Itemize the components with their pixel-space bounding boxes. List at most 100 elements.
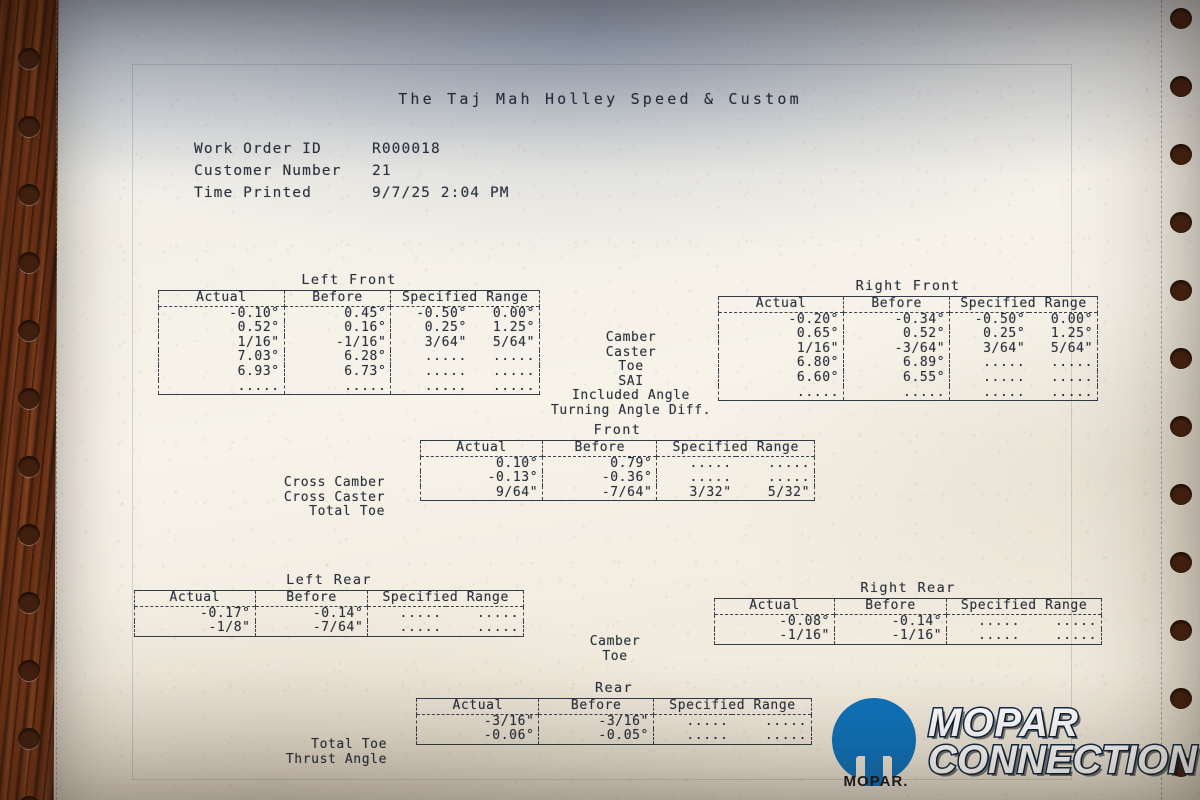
table-row: -0.13° -0.36°.......... [419, 471, 815, 486]
mopar-connection-lockup: MOPAR CONNECTION [927, 701, 1199, 782]
front-row-label-0: Camber [605, 330, 657, 345]
table-row: 0.52° 0.16° 0.25° 1.25° [158, 320, 540, 336]
cell-spec-max: 5/64" [1029, 341, 1099, 357]
cell-before: ..... [843, 385, 951, 401]
cell-actual: -0.13° [419, 471, 544, 486]
cell-actual: -1/8" [134, 620, 256, 637]
table-row: -0.20° -0.34° -0.50° 0.00° [717, 312, 1099, 328]
cell-actual: 0.65° [717, 327, 845, 342]
table-row: .................... [717, 384, 1099, 401]
time-printed-label: Time Printed [194, 185, 312, 201]
cell-spec-min: 0.25° [424, 320, 467, 336]
watermark-line-1: MOPAR [927, 701, 1080, 746]
rear-row-label-0: Camber [589, 634, 641, 649]
sprocket-hole [18, 592, 40, 613]
shop-name: The Taj Mah Holley Speed & Custom [398, 90, 802, 108]
cell-before: -3/64" [843, 341, 951, 357]
cell-before: -7/64" [255, 620, 369, 637]
rear-row-label-list: Camber Toe [535, 634, 695, 664]
front-summary-label-2: Total Toe [309, 504, 385, 520]
cell-spec-max: ..... [735, 456, 815, 472]
cell-spec-min: ..... [689, 455, 732, 471]
sprocket-holes-right [1170, 0, 1194, 800]
cell-actual: 1/16" [717, 341, 845, 357]
mopar-wordmark: MOPAR. [843, 773, 909, 790]
customer-number-label: Customer Number [194, 163, 342, 179]
cell-actual: -0.20° [717, 312, 845, 328]
cell-actual: 6.80° [717, 356, 845, 371]
lr-col-actual: Actual [134, 590, 256, 607]
cell-spec-max: 1.25° [1029, 327, 1099, 342]
cell-spec-min: ..... [424, 349, 467, 365]
table-row: -3/16" -3/16".......... [415, 714, 813, 730]
lf-col-before: Before [284, 290, 392, 307]
sprocket-hole [18, 252, 40, 273]
rf-col-before: Before [843, 296, 951, 313]
cell-spec-min: ..... [983, 384, 1026, 400]
sprocket-hole [1170, 212, 1192, 233]
sprocket-hole [1170, 8, 1192, 29]
left-front-title: Left Front [301, 272, 397, 288]
time-printed-value: 9/7/25 2:04 PM [372, 185, 510, 201]
sprocket-hole [1170, 416, 1192, 437]
front-row-label-1: Caster [605, 344, 657, 360]
cell-spec-min: ..... [983, 369, 1026, 385]
left-front-block: Left Front Actual Before Specified Range… [158, 272, 540, 396]
rr-col-spec: Specified Range [946, 598, 1102, 615]
front-summary-title: Front [593, 422, 642, 438]
sprocket-hole [1170, 552, 1192, 573]
cell-spec-min: ..... [399, 620, 442, 636]
rear-summary-block: Rear Actual Before Specified Range -3/16… [415, 680, 813, 745]
rr-col-before: Before [834, 598, 948, 615]
rf-col-spec: Specified Range [949, 296, 1098, 313]
sprocket-hole [18, 728, 40, 749]
table-row: 6.80° 6.89°.......... [717, 355, 1099, 371]
sprocket-hole [1170, 144, 1192, 165]
cell-spec-max: ..... [1029, 385, 1099, 401]
lr-col-before: Before [255, 590, 369, 607]
front-summary-label-list: Cross Camber Cross Caster Total Toe [250, 475, 385, 520]
cell-spec-max: 5/32" [735, 485, 815, 501]
left-rear-title: Left Rear [286, 572, 372, 588]
mopar-omega-icon: MOPAR. [828, 696, 920, 790]
cell-before: -1/16" [834, 628, 948, 645]
sprocket-hole [1170, 280, 1192, 301]
cell-actual: ..... [158, 379, 285, 395]
rear-summary-label-0: Total Toe [311, 737, 387, 752]
fs-col-spec: Specified Range [656, 440, 815, 457]
cell-spec-min: ..... [977, 613, 1021, 629]
cell-spec-max: ..... [1024, 614, 1103, 630]
table-row: -0.10° 0.45° -0.50° 0.00° [158, 305, 540, 322]
perforation-line-right [1161, 0, 1162, 800]
cell-spec-min: ..... [424, 363, 467, 379]
sprocket-hole [18, 796, 40, 800]
rear-row-label-1: Toe [602, 648, 628, 664]
cell-actual: 9/64" [419, 485, 544, 501]
left-rear-block: Left Rear Actual Before Specified Range … [134, 572, 524, 637]
table-row: 1/16" -1/16" 3/64" 5/64" [158, 335, 540, 351]
rear-summary-label-list: Total Toe Thrust Angle [252, 737, 387, 767]
customer-number-value: 21 [372, 163, 392, 179]
cell-spec-min: -0.50° [416, 305, 467, 321]
cell-spec-min: 3/32" [689, 484, 732, 500]
cell-spec-max: ..... [1029, 356, 1099, 371]
cell-spec-max: ..... [732, 728, 813, 745]
cell-spec-min: ..... [424, 378, 467, 394]
cell-before: 6.73° [284, 364, 392, 380]
table-row: 6.60° 6.55°.......... [717, 369, 1099, 386]
sprocket-hole [18, 48, 40, 69]
table-row: -0.06° -0.05°.......... [415, 728, 813, 745]
cell-before: 0.45° [284, 306, 392, 322]
omega-bar [865, 718, 883, 786]
lf-col-actual: Actual [158, 290, 285, 307]
front-summary-table: Actual Before Specified Range 0.10° 0.79°… [419, 440, 815, 502]
cell-actual: 0.52° [158, 321, 285, 336]
cell-before: 0.52° [843, 327, 951, 342]
left-rear-table: Actual Before Specified Range -0.17° -0.1… [134, 590, 524, 637]
sprocket-hole [18, 456, 40, 477]
mopar-connection-watermark: MOPAR. MOPAR CONNECTION [828, 690, 1199, 794]
fs-col-actual: Actual [419, 440, 544, 457]
left-front-table: Actual Before Specified Range -0.10° 0.45… [158, 290, 540, 396]
cell-spec-min: ..... [983, 355, 1026, 371]
